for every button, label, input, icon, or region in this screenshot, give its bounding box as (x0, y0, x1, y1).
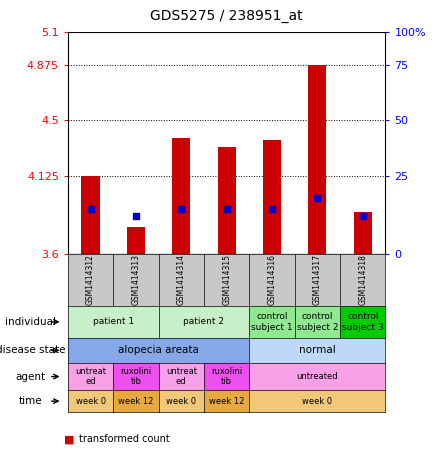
Text: agent: agent (15, 371, 46, 381)
Text: patient 2: patient 2 (184, 318, 225, 326)
Bar (263, 140, 281, 254)
Text: GSM1414314: GSM1414314 (177, 254, 186, 305)
Text: GSM1414316: GSM1414316 (268, 254, 276, 305)
Text: GSM1414317: GSM1414317 (313, 254, 322, 305)
Text: week 0: week 0 (302, 397, 332, 405)
Text: ruxolini
tib: ruxolini tib (211, 367, 242, 386)
Text: untreated: untreated (297, 372, 338, 381)
Text: untreat
ed: untreat ed (75, 367, 106, 386)
Bar (308, 65, 326, 254)
Text: GSM1414312: GSM1414312 (86, 255, 95, 305)
Text: individual: individual (5, 317, 56, 327)
Text: week 12: week 12 (118, 397, 154, 405)
Bar (218, 147, 236, 254)
Text: control
subject 2: control subject 2 (297, 312, 338, 332)
Text: alopecia areata: alopecia areata (118, 345, 199, 356)
Text: patient 1: patient 1 (93, 318, 134, 326)
Text: week 0: week 0 (75, 397, 106, 405)
Text: control
subject 1: control subject 1 (251, 312, 293, 332)
Text: ruxolini
tib: ruxolini tib (120, 367, 152, 386)
Text: untreat
ed: untreat ed (166, 367, 197, 386)
Bar (127, 227, 145, 254)
Bar (172, 138, 191, 254)
Text: GDS5275 / 238951_at: GDS5275 / 238951_at (150, 9, 303, 23)
Text: transformed count: transformed count (79, 434, 170, 444)
Text: GSM1414318: GSM1414318 (358, 255, 367, 305)
Text: control
subject 3: control subject 3 (342, 312, 384, 332)
Text: week 0: week 0 (166, 397, 196, 405)
Bar (81, 176, 100, 254)
Text: disease state: disease state (0, 345, 65, 356)
Text: GSM1414313: GSM1414313 (131, 254, 141, 305)
Text: GSM1414315: GSM1414315 (222, 254, 231, 305)
Text: week 12: week 12 (209, 397, 244, 405)
Text: ■: ■ (64, 434, 74, 444)
Text: time: time (19, 396, 42, 406)
Bar (354, 212, 372, 254)
Text: normal: normal (299, 345, 336, 356)
